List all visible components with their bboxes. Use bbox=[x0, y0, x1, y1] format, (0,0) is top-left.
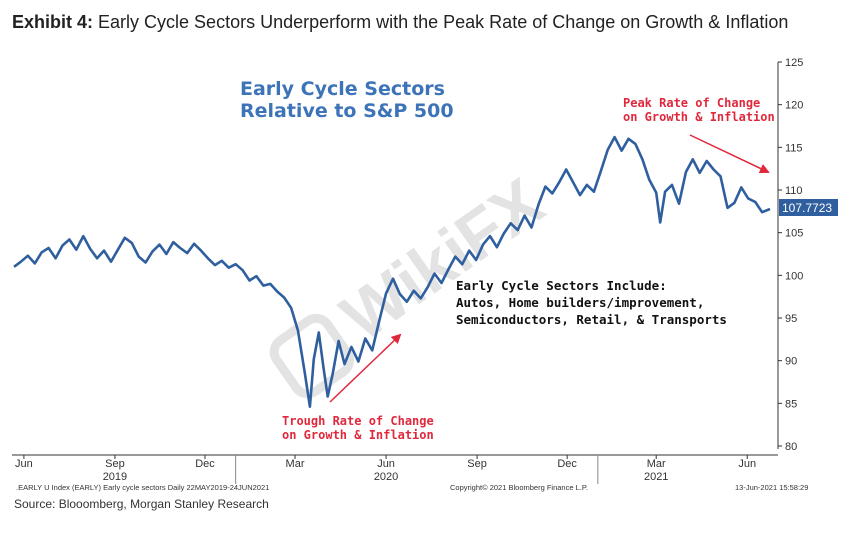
y-axis-ticks: 80 85 90 95 100 105 110 115 120 125 bbox=[778, 57, 803, 453]
x-tick-label: Jun bbox=[377, 458, 395, 470]
y-tick-label: 110 bbox=[785, 185, 803, 197]
x-tick-label: Sep bbox=[467, 458, 487, 470]
x-tick-label: Mar bbox=[286, 458, 305, 470]
series-line bbox=[13, 135, 771, 408]
peak-annotation-line-1: Peak Rate of Change bbox=[623, 96, 760, 110]
y-tick-label: 85 bbox=[785, 398, 797, 410]
series-layer bbox=[13, 135, 771, 408]
y-tick-label: 120 bbox=[785, 100, 803, 112]
footer-timestamp: 13-Jun-2021 15:58:29 bbox=[735, 483, 808, 492]
y-tick-label: 105 bbox=[785, 228, 803, 240]
chart-title-line-1: Early Cycle Sectors bbox=[240, 78, 445, 100]
x-tick-label: Jun bbox=[15, 458, 33, 470]
y-tick-label: 80 bbox=[785, 441, 797, 453]
chart-title-line-2: Relative to S&P 500 bbox=[240, 100, 454, 122]
x-year-label: 2019 bbox=[103, 471, 127, 483]
y-tick-label: 95 bbox=[785, 313, 797, 325]
exhibit-title-text: Early Cycle Sectors Underperform with th… bbox=[98, 12, 789, 32]
includes-annotation-line-2: Autos, Home builders/improvement, bbox=[456, 295, 704, 310]
footer-index-info: .EARLY U Index (EARLY) Early cycle secto… bbox=[16, 483, 269, 492]
x-year-label: 2020 bbox=[374, 471, 398, 483]
x-tick-label: Dec bbox=[557, 458, 577, 470]
x-tick-label: Sep bbox=[105, 458, 125, 470]
watermark-logo-icon bbox=[269, 313, 355, 399]
trough-annotation-line-1: Trough Rate of Change bbox=[282, 414, 434, 428]
trough-arrow bbox=[329, 333, 402, 403]
y-tick-label: 125 bbox=[785, 57, 803, 69]
peak-annotation-line-2: on Growth & Inflation bbox=[623, 110, 775, 124]
x-tick-label: Mar bbox=[647, 458, 666, 470]
y-tick-label: 90 bbox=[785, 356, 797, 368]
last-value-label: 107.7723 bbox=[782, 201, 832, 215]
exhibit-title: Exhibit 4: Early Cycle Sectors Underperf… bbox=[12, 12, 788, 33]
last-value-label-bg bbox=[779, 199, 838, 216]
peak-arrow bbox=[689, 134, 770, 174]
includes-annotation-line-3: Semiconductors, Retail, & Transports bbox=[456, 312, 727, 327]
y-tick-label: 100 bbox=[785, 270, 803, 282]
y-tick-label: 115 bbox=[785, 142, 803, 154]
x-year-label: 2021 bbox=[644, 471, 668, 483]
x-tick-label: Jun bbox=[738, 458, 756, 470]
trough-annotation-line-2: on Growth & Inflation bbox=[282, 428, 434, 442]
x-axis-ticks: Jun Sep Dec Mar Jun Sep Dec Mar Jun 2019 2020 2021 bbox=[15, 455, 756, 484]
source-note: Source: Blooomberg, Morgan Stanley Resea… bbox=[14, 497, 269, 511]
footer-copyright: Copyright© 2021 Bloomberg Finance L.P. bbox=[450, 483, 588, 492]
exhibit-label: Exhibit 4: bbox=[12, 12, 94, 32]
x-tick-label: Dec bbox=[195, 458, 215, 470]
includes-annotation-line-1: Early Cycle Sectors Include: bbox=[456, 278, 667, 293]
